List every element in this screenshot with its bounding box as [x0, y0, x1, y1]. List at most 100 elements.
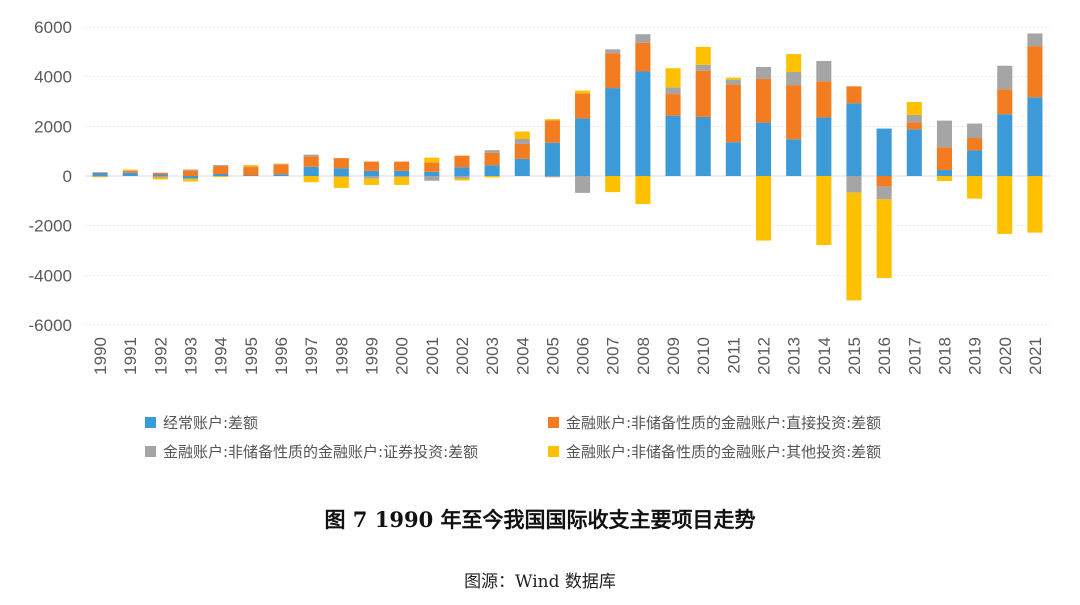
bar-segment [755, 66, 772, 79]
bar-segment [183, 178, 199, 182]
bar-segment [152, 176, 168, 178]
x-tick-label: 1998 [332, 337, 351, 375]
bar-segment [605, 88, 621, 176]
x-tick-label: 2012 [755, 337, 774, 375]
bar-segment [635, 34, 651, 43]
bar-segment [635, 71, 651, 176]
x-tick-label: 2013 [785, 337, 804, 375]
bar-segment [333, 158, 349, 169]
bar-segment [454, 155, 470, 168]
bar-segment [514, 143, 530, 159]
bar-segment [786, 54, 802, 72]
bar-segment [786, 139, 802, 176]
bar-segment [363, 176, 380, 179]
x-tick-label: 2015 [845, 337, 864, 375]
bar-segment [424, 176, 440, 181]
legend-item-direct-investment: 金融账户:非储备性质的金融账户:直接投资:差额 [548, 412, 881, 433]
x-tick-label: 1996 [272, 337, 291, 375]
bar-segment [816, 117, 832, 176]
bar-segment [303, 166, 319, 176]
bar-segment [92, 176, 108, 177]
bar-segment [544, 142, 560, 176]
bar-segment [725, 79, 741, 85]
x-tick-label: 2010 [694, 337, 713, 375]
bar-segment [725, 142, 741, 176]
bar-segment [152, 172, 168, 175]
figure-title: 图 7 1990 年至今我国国际收支主要项目走势 [324, 507, 756, 532]
bar-segment [213, 174, 229, 176]
bar-segment [906, 101, 922, 115]
x-tick-label: 1997 [302, 337, 321, 375]
bar-segment [363, 170, 380, 176]
bar-segment [665, 94, 681, 116]
bar-segment [303, 156, 319, 167]
legend-label: 经常账户:差额 [163, 414, 259, 432]
bar-segment [755, 78, 772, 123]
bar-segment [575, 176, 591, 193]
bar-segment [152, 174, 168, 176]
bar-segment [514, 138, 530, 144]
bar-segment [394, 161, 410, 171]
bar-segment [303, 176, 319, 183]
bar-segment [997, 176, 1013, 234]
bar-segment [665, 87, 681, 95]
bar-segment [967, 138, 983, 151]
bar-segment [333, 176, 349, 177]
bar-segment [695, 70, 711, 117]
bar-segment [514, 158, 530, 176]
legend-swatch [548, 417, 559, 428]
bar-segment [786, 71, 802, 86]
bar-segment [213, 166, 229, 175]
x-tick-label: 2006 [574, 337, 593, 375]
bar-segment [846, 176, 862, 193]
bar-segment [967, 150, 983, 176]
bar-segment [544, 119, 560, 121]
bar-segment [273, 163, 289, 165]
bar-segment [605, 176, 621, 193]
bar-segment [846, 103, 862, 176]
bar-segment [514, 131, 530, 139]
bar-segment [936, 176, 952, 181]
legend-swatch [548, 446, 559, 457]
y-tick-label: 0 [63, 167, 72, 186]
x-tick-label: 2002 [453, 337, 472, 375]
x-tick-label: 1991 [121, 337, 140, 375]
bar-segment [665, 68, 681, 88]
bar-segment [243, 175, 259, 177]
bar-segment [786, 85, 802, 140]
bar-segment [997, 114, 1013, 176]
bar-segment [755, 176, 772, 241]
bar-segment [1027, 176, 1043, 233]
bar-segment [997, 65, 1013, 90]
x-tick-label: 2016 [875, 337, 894, 375]
bar-segment [936, 147, 952, 171]
bar-segment [183, 176, 199, 179]
x-tick-label: 2000 [393, 337, 412, 375]
bar-segment [725, 77, 741, 80]
x-tick-label: 2019 [966, 337, 985, 375]
bar-segment [695, 64, 711, 71]
bar-segment [1027, 46, 1043, 98]
bar-segment [92, 176, 108, 178]
bar-segment [273, 164, 289, 175]
y-tick-label: -6000 [29, 316, 72, 335]
bar-segment [424, 171, 440, 176]
bar-segment [92, 173, 108, 176]
bar-segment [997, 89, 1013, 115]
bar-segment [605, 49, 621, 54]
bar-segment [333, 176, 349, 188]
legend-label: 金融账户:非储备性质的金融账户:证券投资:差额 [163, 443, 479, 461]
bar-segment [544, 176, 560, 178]
bar-segment [816, 81, 832, 118]
bar-segment [544, 120, 560, 143]
bar-segment [92, 172, 108, 174]
legend-item-current-account: 经常账户:差额 [145, 412, 258, 433]
bar-segment [484, 150, 500, 153]
x-tick-label: 2008 [634, 337, 653, 375]
bar-segment [454, 178, 470, 181]
x-tick-label: 2004 [513, 337, 532, 375]
bar-segment [243, 167, 259, 176]
bar-segment [936, 170, 952, 176]
x-tick-label: 1993 [182, 337, 201, 375]
